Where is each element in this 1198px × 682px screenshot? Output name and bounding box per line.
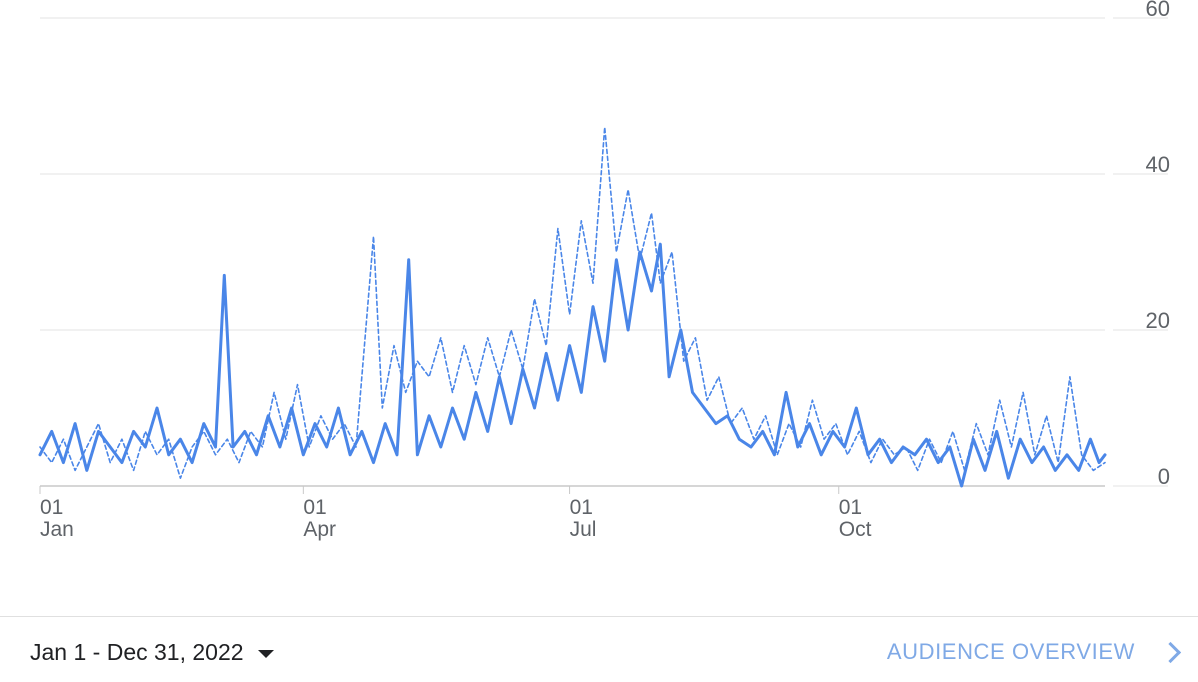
x-tick-day: 01: [570, 496, 593, 519]
y-tick-label: 40: [1146, 152, 1170, 177]
date-range-selector[interactable]: Jan 1 - Dec 31, 2022: [30, 639, 274, 666]
y-tick-label: 0: [1158, 464, 1170, 489]
x-tick-day: 01: [303, 496, 326, 519]
x-tick-month: Oct: [839, 518, 872, 541]
audience-overview-link[interactable]: AUDIENCE OVERVIEW: [886, 639, 1182, 665]
grid-lines: [40, 17, 1168, 487]
caret-down-icon: [257, 649, 274, 658]
x-tick-month: Jan: [40, 518, 74, 541]
solid-series-line: [38, 242, 1107, 488]
audience-overview-label: AUDIENCE OVERVIEW: [886, 639, 1135, 664]
y-tick-label: 20: [1146, 308, 1170, 333]
dashed-series-line: [39, 126, 1106, 480]
x-tick-day: 01: [839, 496, 862, 519]
x-tick-day: 01: [40, 496, 63, 519]
y-tick-label: 60: [1146, 0, 1170, 21]
date-range-label: Jan 1 - Dec 31, 2022: [30, 639, 244, 665]
x-tick-month: Jul: [570, 518, 597, 541]
series-lines: [38, 126, 1107, 488]
chevron-right-icon: [1159, 641, 1182, 663]
y-axis-ticks: 0 20 40 60: [1146, 0, 1170, 489]
x-tick-month: Apr: [303, 518, 336, 541]
card-footer: Jan 1 - Dec 31, 2022 AUDIENCE OVERVIEW: [0, 616, 1198, 682]
